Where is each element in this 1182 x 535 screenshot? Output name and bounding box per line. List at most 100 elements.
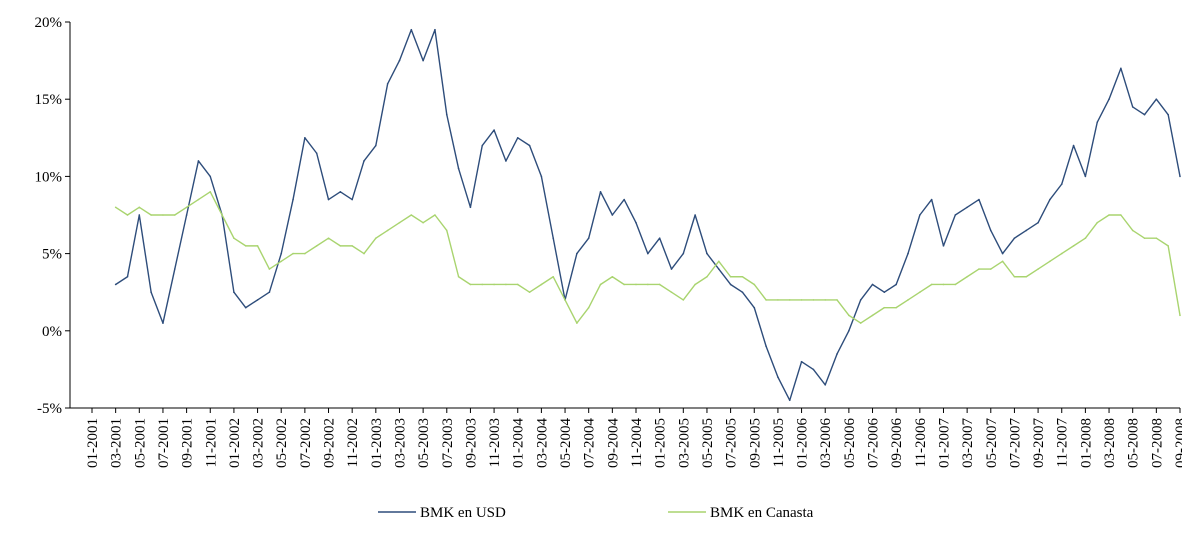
data-point [256, 299, 259, 301]
data-point [611, 275, 614, 278]
data-point [729, 283, 732, 286]
data-point [611, 214, 614, 216]
data-point [564, 299, 566, 301]
data-point [800, 299, 803, 301]
data-point [375, 144, 377, 147]
data-point [706, 252, 708, 255]
data-point [363, 160, 365, 162]
data-point [1025, 229, 1028, 232]
x-tick-label: 03-2005 [676, 418, 692, 468]
x-tick-label: 01-2007 [936, 418, 952, 468]
data-point [587, 237, 590, 239]
data-point [304, 252, 306, 255]
x-tick-label: 07-2008 [1149, 418, 1165, 468]
data-point [280, 260, 283, 263]
data-point [871, 283, 874, 286]
data-point [1096, 121, 1099, 124]
data-point [706, 275, 708, 278]
x-tick-label: 01-2005 [653, 418, 669, 468]
data-point [1084, 237, 1087, 239]
data-point [1143, 237, 1146, 239]
data-point [907, 252, 909, 255]
data-point [114, 283, 117, 286]
x-tick-label: 05-2006 [842, 418, 858, 468]
data-point [942, 283, 945, 286]
data-point [741, 275, 744, 278]
data-point [1013, 275, 1016, 278]
x-tick-label: 09-2005 [747, 418, 763, 468]
data-point [1084, 175, 1087, 178]
data-point [552, 237, 555, 239]
x-tick-label: 11-2007 [1055, 418, 1071, 468]
x-tick-label: 11-2003 [487, 418, 503, 467]
data-point [150, 214, 152, 216]
data-point [694, 283, 696, 286]
x-tick-label: 01-2006 [795, 418, 811, 468]
data-point [469, 206, 472, 209]
data-point [516, 137, 519, 139]
data-point [670, 268, 673, 270]
data-point [824, 384, 827, 386]
x-tick-label: 07-2003 [440, 418, 456, 468]
x-tick-label: 05-2004 [558, 418, 574, 468]
data-point [126, 275, 129, 278]
x-tick-label: 09-2008 [1173, 418, 1182, 468]
data-point [505, 160, 507, 162]
data-point [173, 214, 176, 216]
data-point [1060, 252, 1063, 255]
data-point [493, 129, 495, 131]
data-point [954, 214, 957, 216]
data-point [599, 283, 602, 286]
legend-label: BMK en Canasta [710, 505, 814, 521]
data-point [552, 275, 555, 278]
data-point [351, 245, 353, 247]
data-point [753, 283, 756, 286]
data-point [871, 314, 874, 317]
x-tick-label: 07-2002 [298, 418, 314, 468]
data-point [398, 59, 401, 62]
data-point [150, 291, 152, 294]
data-point [1001, 252, 1004, 255]
y-tick-label: 5% [42, 247, 62, 263]
data-point [1013, 237, 1016, 239]
data-point [292, 198, 294, 201]
data-point [315, 152, 318, 155]
data-point [1143, 113, 1146, 116]
x-tick-label: 05-2002 [274, 418, 290, 468]
data-point [1108, 214, 1110, 216]
data-point [209, 175, 212, 178]
data-point [978, 268, 980, 270]
data-point [209, 191, 212, 193]
series-layer [114, 28, 1181, 402]
y-tick-label: 20% [35, 15, 63, 31]
data-point [457, 275, 460, 278]
data-point [765, 299, 767, 301]
x-tick-label: 01-2004 [511, 418, 527, 468]
data-point [812, 368, 815, 371]
data-point [717, 268, 720, 270]
data-point [422, 221, 424, 224]
data-point [647, 252, 649, 255]
data-point [126, 214, 129, 216]
x-tick-label: 03-2002 [251, 418, 267, 468]
y-tick-label: 10% [35, 169, 63, 185]
data-point [599, 191, 602, 193]
data-point [410, 28, 413, 31]
data-point [434, 28, 436, 31]
data-point [256, 245, 259, 247]
series-line-2 [115, 191, 1181, 324]
data-point [647, 283, 649, 286]
data-point [895, 306, 897, 309]
x-tick-label: 05-2007 [984, 418, 1000, 468]
legend-label: BMK en USD [420, 505, 506, 521]
data-point [528, 291, 531, 294]
y-tick-label: 15% [35, 92, 63, 108]
data-point [836, 299, 838, 301]
data-point [363, 252, 365, 255]
x-tick-label: 01-2002 [227, 418, 243, 468]
data-point [434, 214, 436, 216]
data-point [528, 144, 531, 147]
data-point [516, 283, 519, 286]
data-point [788, 299, 791, 301]
data-point [859, 322, 862, 324]
